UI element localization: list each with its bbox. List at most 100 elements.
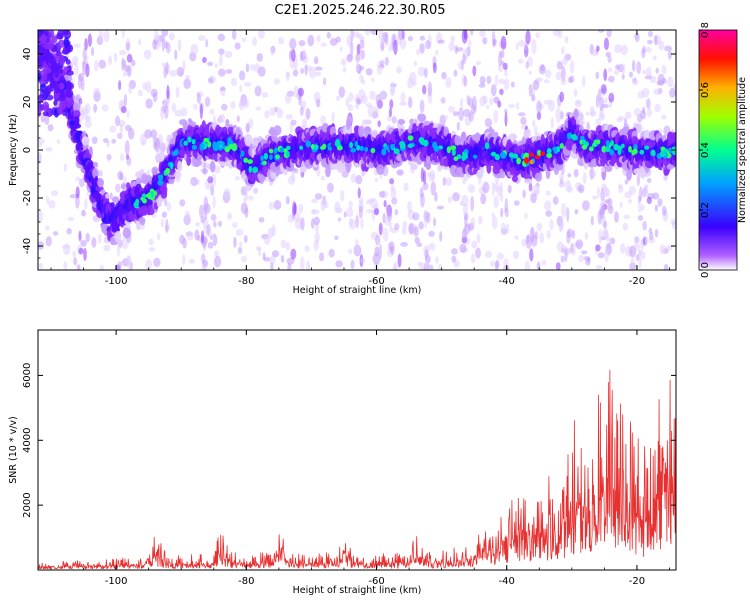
- spectrogram-speckle: [145, 81, 152, 93]
- spectrogram-speckle: [313, 56, 319, 65]
- spectrogram-speckle: [599, 207, 605, 220]
- spectrogram-speckle: [224, 50, 233, 59]
- spectrogram-speckle: [636, 173, 641, 187]
- spectrogram-speckle: [423, 210, 429, 222]
- spectrogram-speckle: [57, 139, 61, 145]
- spectrogram-peak-cell: [490, 151, 497, 157]
- spectrogram-speckle: [447, 196, 452, 204]
- spectrogram-speckle: [72, 55, 79, 66]
- spectrogram-speckle: [536, 222, 543, 232]
- spectrogram-speckle: [417, 66, 426, 77]
- spectrogram-speckle: [654, 35, 658, 46]
- spectrogram-speckle: [401, 227, 407, 235]
- spectrogram-speckle: [343, 211, 347, 218]
- spectrogram-speckle: [555, 71, 562, 81]
- spectrogram-speckle: [174, 109, 183, 117]
- spectrogram-speckle: [497, 63, 504, 73]
- spectrogram-band-cell: [437, 163, 443, 172]
- spectrogram-speckle: [464, 109, 469, 117]
- spectrogram-speckle: [383, 199, 387, 208]
- spectrogram-speckle: [355, 103, 360, 110]
- spectrogram-speckle: [498, 78, 506, 85]
- spectrogram-speckle: [536, 111, 542, 121]
- spectrogram-speckle: [348, 92, 354, 102]
- spectrogram-speckle: [293, 168, 299, 174]
- spectrogram-band-cell: [47, 30, 55, 38]
- spectrogram-speckle: [218, 48, 225, 55]
- spectrogram-speckle: [245, 63, 250, 73]
- spectrogram-band-cell: [58, 82, 65, 90]
- spectrogram-speckle: [205, 39, 209, 48]
- spectrogram-speckle: [621, 73, 625, 80]
- spectrogram-speckle: [117, 170, 124, 181]
- spectrogram-speckle: [609, 237, 616, 245]
- spectrogram-speckle: [661, 64, 667, 75]
- spectrogram-speckle: [90, 46, 95, 57]
- spectrogram-speckle: [663, 263, 669, 270]
- spectrogram-speckle: [298, 203, 304, 214]
- spectrogram-band-cell: [670, 134, 676, 143]
- spectrogram-speckle: [119, 153, 125, 162]
- spectrogram-speckle: [125, 42, 130, 51]
- spectrogram-speckle: [539, 232, 545, 244]
- spectrogram-speckle: [648, 227, 653, 234]
- spectrogram-speckle: [649, 231, 654, 241]
- spectrogram-speckle: [461, 177, 467, 185]
- spectrogram-speckle: [323, 202, 329, 208]
- spectrogram-speckle: [153, 30, 159, 42]
- spectrogram-speckle: [237, 247, 243, 254]
- spectrogram-speckle: [97, 233, 102, 244]
- spectrogram-speckle: [524, 44, 528, 59]
- spectrogram-speckle: [500, 222, 507, 235]
- spectrogram-speckle: [79, 109, 86, 121]
- spectrogram-speckle: [646, 66, 652, 77]
- spectrogram-speckle: [414, 212, 420, 221]
- spectrogram-speckle: [451, 192, 460, 202]
- spectrogram-speckle: [560, 66, 566, 82]
- spectrogram-band-cell: [56, 32, 64, 40]
- spectrogram-speckle: [201, 265, 207, 270]
- spectrogram-speckle: [207, 77, 214, 84]
- spectrogram-speckle: [212, 195, 216, 209]
- spectrogram-speckle: [199, 103, 203, 120]
- spectrogram-speckle: [388, 44, 393, 52]
- spectrogram-speckle: [342, 66, 347, 73]
- spectrogram-speckle: [603, 37, 610, 51]
- spectrogram-speckle: [540, 63, 545, 72]
- spectrogram-speckle: [226, 212, 233, 220]
- spectrogram-speckle: [305, 107, 311, 120]
- spectrogram-speckle: [298, 87, 304, 97]
- spectrogram-speckle: [379, 60, 385, 67]
- spectrogram-speckle: [531, 38, 537, 55]
- spectrogram-speckle: [346, 207, 354, 218]
- spectrogram-speckle: [109, 192, 113, 200]
- spectrogram-speckle: [195, 222, 200, 227]
- spectrogram-speckle: [631, 59, 636, 72]
- spectrogram-speckle: [109, 125, 117, 133]
- spectrogram-speckle: [337, 217, 341, 222]
- spectrogram-speckle: [316, 34, 321, 43]
- spectrogram-band-cell: [35, 19, 41, 27]
- spectrogram-speckle: [221, 103, 228, 111]
- spectrogram-speckle: [424, 218, 428, 229]
- spectrogram-speckle: [145, 259, 153, 270]
- spectrogram-speckle: [293, 85, 299, 99]
- spectrogram-speckle: [479, 76, 486, 85]
- spectrogram-speckle: [124, 124, 132, 132]
- spectrogram-speckle: [514, 235, 519, 240]
- spectrogram-speckle: [51, 190, 59, 197]
- spectrogram-speckle: [445, 177, 453, 187]
- spectrogram-speckle: [638, 201, 642, 213]
- spectrogram-speckle: [529, 227, 535, 243]
- spectrogram-speckle: [424, 39, 431, 50]
- spectrogram-speckle: [290, 248, 297, 260]
- spectrogram-speckle: [647, 39, 653, 45]
- spectrogram-speckle: [128, 84, 132, 94]
- spectrogram-speckle: [352, 31, 360, 38]
- spectrogram-speckle: [493, 182, 500, 192]
- spectrogram-speckle: [67, 216, 75, 222]
- spectrogram-speckle: [252, 36, 257, 47]
- spectrogram-speckle: [419, 42, 425, 54]
- spectrogram-speckle: [600, 84, 607, 95]
- spectrogram-speckle: [418, 221, 424, 230]
